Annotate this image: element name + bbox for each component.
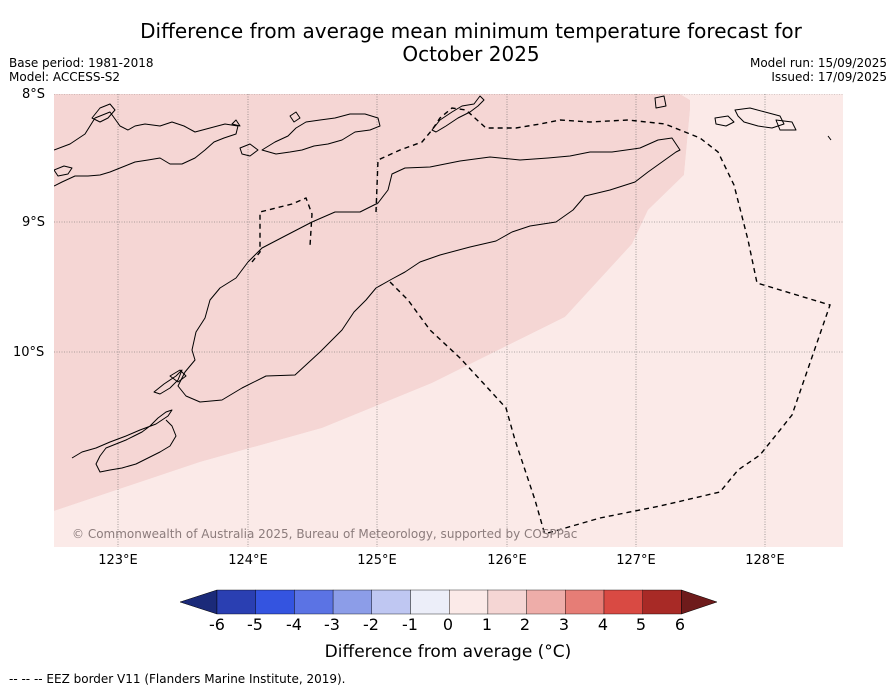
colorbar-cell: [410, 589, 450, 615]
colorbar-cell: [449, 589, 489, 615]
lon-label-126e: 126°E: [487, 553, 527, 568]
timor-coastline: [177, 137, 681, 403]
eez-border-west: [251, 197, 313, 263]
colorbar-cell: [371, 589, 411, 615]
lat-label-10s: 10°S: [13, 345, 45, 360]
title-line-2: October 2025: [402, 42, 540, 66]
anomaly-region-1-to-2: [54, 94, 690, 511]
lon-label-123e: 123°E: [98, 553, 138, 568]
sumba-coastline: [71, 409, 177, 473]
map-panel[interactable]: [0, 0, 896, 560]
lat-label-9s: 9°S: [22, 215, 46, 230]
lon-label-124e: 124°E: [228, 553, 268, 568]
copyright-text: © Commonwealth of Australia 2025, Bureau…: [72, 527, 578, 541]
colorbar-tick: -2: [363, 615, 379, 634]
colorbar-tick: -4: [286, 615, 302, 634]
northern-islands-coastline: [54, 111, 239, 187]
model-info: Base period: 1981-2018 Model: ACCESS-S2: [9, 56, 154, 84]
colorbar-tick: 6: [674, 615, 686, 634]
lat-label-8s: 8°S: [22, 87, 46, 102]
colorbar-tick: -5: [247, 615, 263, 634]
colorbar-cell: [294, 589, 334, 615]
base-period-text: Base period: 1981-2018: [9, 56, 154, 70]
colorbar-cell: [565, 589, 605, 615]
colorbar-tick: 0: [442, 615, 454, 634]
wetar-coastline: [431, 95, 485, 133]
chart-title: Difference from average mean minimum tem…: [100, 20, 842, 66]
colorbar-cell: [526, 589, 566, 615]
colorbar-tick: 2: [519, 615, 531, 634]
lon-label-128e: 128°E: [745, 553, 785, 568]
colorbar-tick: -3: [324, 615, 340, 634]
issued-text: Issued: 17/09/2025: [771, 70, 887, 84]
lon-label-127e: 127°E: [616, 553, 656, 568]
run-info: Model run: 15/09/2025 Issued: 17/09/2025: [750, 56, 887, 84]
colorbar-cell: [603, 589, 643, 615]
rote-coastline: [153, 369, 183, 395]
model-name-text: Model: ACCESS-S2: [9, 70, 121, 84]
colorbar-cell: [216, 589, 256, 615]
graticule: [54, 94, 843, 547]
colorbar-tick: 4: [597, 615, 609, 634]
alor-coastline: [261, 113, 381, 155]
colorbar-tick: 5: [635, 615, 647, 634]
colorbar-cell: [487, 589, 527, 615]
model-run-text: Model run: 15/09/2025: [749, 56, 887, 70]
lon-label-125e: 125°E: [357, 553, 397, 568]
colorbar-extend-high: [681, 589, 718, 615]
colorbar-cell: [255, 589, 295, 615]
title-line-1: Difference from average mean minimum tem…: [140, 19, 802, 43]
eez-borders: [251, 107, 831, 536]
colorbar-extend-low: [179, 589, 218, 615]
colorbar-tick: -1: [402, 615, 418, 634]
colorbar-cell: [332, 589, 373, 615]
coastlines: [54, 95, 832, 473]
colorbar-cell: [642, 589, 682, 615]
eez-border-south: [389, 281, 546, 536]
eez-legend-note: -- -- -- EEZ border V11 (Flanders Marine…: [9, 672, 346, 686]
colorbar-title: Difference from average (°C): [324, 642, 572, 662]
colorbar-tick: 1: [481, 615, 493, 634]
colorbar-tick: -6: [209, 615, 225, 634]
anomaly-region-0-to-1: [54, 94, 843, 547]
colorbar-tick: 3: [558, 615, 570, 634]
